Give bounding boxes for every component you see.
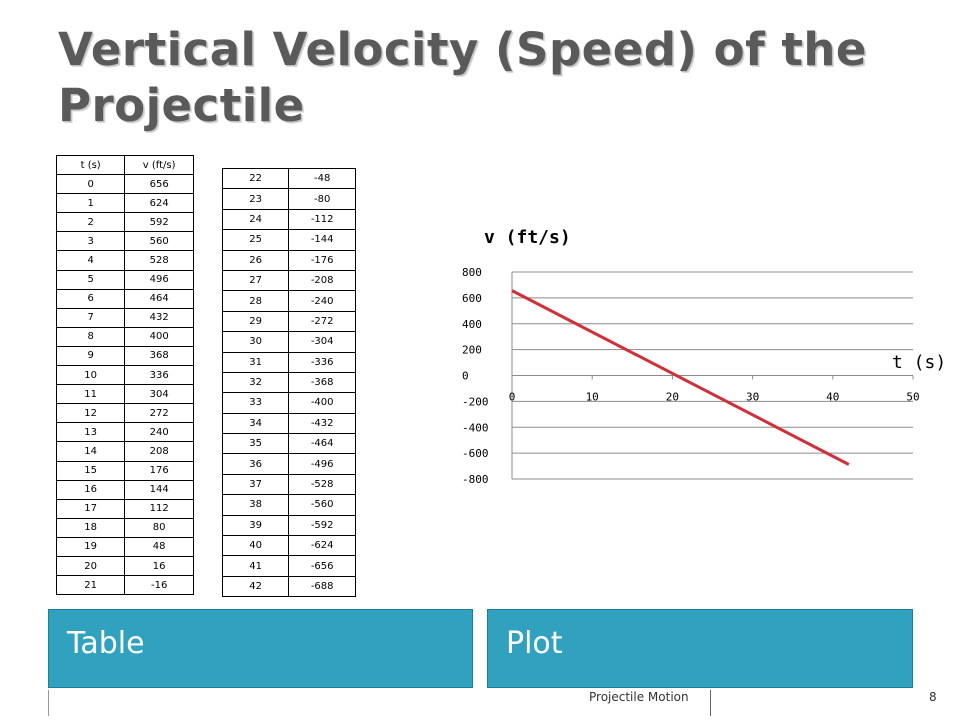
time-cell: 42	[221, 575, 290, 598]
page-number: 8	[929, 690, 937, 704]
chart-title: v (ft/s)	[484, 227, 571, 248]
x-tick-label: 10	[586, 391, 599, 404]
table-row: 42 -688	[221, 575, 356, 598]
table-row: 24 -112	[221, 208, 356, 231]
table-row: 18 80	[55, 517, 194, 538]
footer-divider	[710, 690, 711, 716]
table-header-row: t (s) v (ft/s)	[55, 154, 194, 176]
x-axis-label: t (s)	[892, 352, 946, 373]
table-row: 20 16	[55, 555, 194, 577]
table-row: 21 -16	[55, 575, 194, 596]
table-row: 40 -624	[221, 535, 356, 557]
table-label: Table	[67, 626, 145, 661]
velocity-cell: -16	[124, 575, 194, 596]
y-tick-label: 600	[462, 292, 482, 305]
table-header-time: t (s)	[55, 154, 126, 176]
table-row: 22 -48	[221, 167, 356, 190]
table-row: 28 -240	[221, 290, 356, 312]
velocity-cell: 656	[124, 174, 194, 195]
table-row: 33 -400	[221, 392, 356, 414]
velocity-cell: 592	[124, 212, 194, 233]
footer-left-divider	[48, 690, 49, 716]
data-table-left: t (s) v (ft/s) 0 656 1 624 2 592 3 560 4 528 5 496 6…	[55, 154, 194, 596]
table-row: 1 624	[55, 193, 194, 214]
y-tick-label: 200	[462, 344, 482, 357]
table-row: 32 -368	[221, 371, 356, 394]
velocity-cell: -688	[288, 575, 356, 598]
table-row: 14 208	[55, 441, 194, 462]
table-row: 0 656	[55, 174, 194, 195]
table-row: 3 560	[55, 231, 194, 252]
footer-text: Projectile Motion	[589, 690, 689, 704]
table-row: 36 -496	[221, 453, 356, 475]
table-row: 11 304	[55, 384, 194, 405]
table-row: 41 -656	[221, 555, 356, 577]
y-tick-label: 0	[462, 370, 469, 383]
time-cell: 2	[55, 212, 126, 233]
time-cell: 1	[55, 193, 126, 214]
plot-label-bar: Plot	[487, 609, 913, 688]
table-row: 6 464	[55, 288, 194, 309]
x-tick-label: 50	[906, 391, 919, 404]
velocity-cell: 560	[124, 231, 194, 252]
x-tick-label: 0	[509, 391, 516, 404]
x-tick-label: 30	[746, 391, 759, 404]
velocity-cell: 624	[124, 193, 194, 214]
time-cell: 21	[55, 575, 126, 596]
table-row: 23 -80	[221, 188, 356, 210]
y-tick-label: -800	[462, 473, 489, 486]
y-tick-label: -400	[462, 421, 489, 434]
time-cell: 18	[55, 517, 126, 538]
table-row: 37 -528	[221, 473, 356, 496]
table-row: 29 -272	[221, 310, 356, 333]
time-cell: 3	[55, 231, 126, 252]
table-row: 38 -560	[221, 494, 356, 516]
y-tick-label: 400	[462, 318, 482, 331]
slide-title: Vertical Velocity (Speed) of the Project…	[58, 23, 867, 132]
y-tick-label: -600	[462, 447, 489, 460]
series-line	[511, 289, 850, 466]
plot-label: Plot	[506, 626, 563, 661]
table-row: 15 176	[55, 460, 194, 481]
y-tick-label: 800	[462, 266, 482, 279]
y-tick-label: -200	[462, 395, 489, 408]
x-tick-label: 40	[826, 391, 839, 404]
velocity-cell: -48	[288, 167, 356, 190]
x-tick-label: 20	[666, 391, 679, 404]
data-table-right: 22 -48 23 -80 24 -112 25 -144 26 -176 27 -208 28 -240…	[221, 167, 356, 598]
table-header-velocity: v (ft/s)	[124, 154, 194, 176]
time-cell: 0	[55, 174, 126, 195]
table-row: 4 528	[55, 250, 194, 271]
table-label-bar: Table	[48, 609, 473, 688]
table-row: 13 240	[55, 422, 194, 443]
table-row: 2 592	[55, 212, 194, 233]
